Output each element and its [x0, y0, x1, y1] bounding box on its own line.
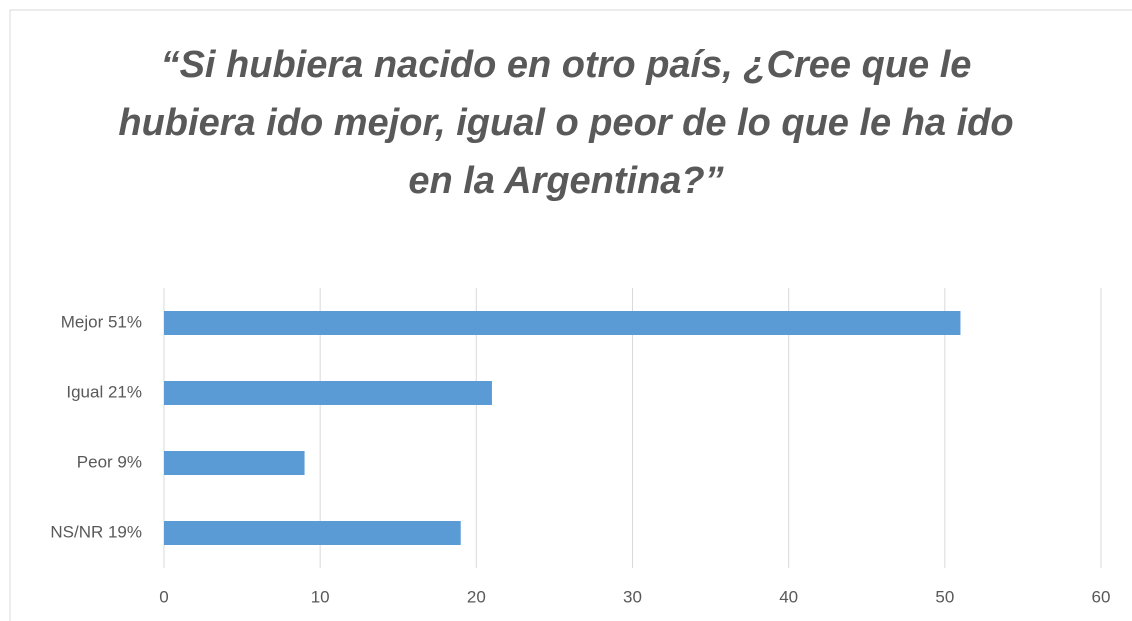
- x-tick-label: 10: [311, 587, 330, 606]
- x-tick-label: 60: [1092, 587, 1111, 606]
- x-tick-label: 0: [159, 587, 168, 606]
- x-tick-label: 50: [935, 587, 954, 606]
- bar: [164, 381, 492, 405]
- bar: [164, 451, 305, 475]
- x-tick-label: 30: [623, 587, 642, 606]
- chart-title: “Si hubiera nacido en otro país, ¿Cree q…: [118, 44, 1014, 202]
- x-tick-label: 40: [779, 587, 798, 606]
- y-tick-label: NS/NR 19%: [50, 522, 142, 541]
- y-tick-label: Mejor 51%: [61, 312, 142, 331]
- bar: [164, 311, 961, 335]
- bar: [164, 521, 461, 545]
- x-tick-label: 20: [467, 587, 486, 606]
- chart-frame: [9, 9, 1132, 621]
- y-tick-label: Igual 21%: [66, 382, 142, 401]
- y-tick-label: Peor 9%: [77, 452, 142, 471]
